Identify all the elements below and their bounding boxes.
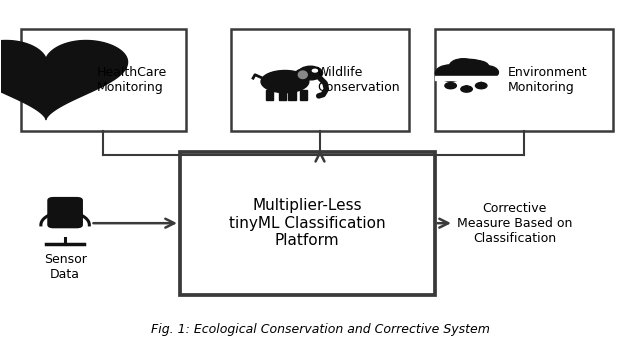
Circle shape	[461, 86, 472, 92]
Bar	[300, 90, 307, 100]
Polygon shape	[462, 86, 471, 88]
Bar	[180, 151, 435, 295]
Text: Environment
Monitoring: Environment Monitoring	[508, 66, 588, 94]
Circle shape	[451, 60, 489, 80]
Bar	[435, 29, 613, 131]
Bar	[435, 76, 505, 80]
Bar	[20, 29, 186, 131]
Circle shape	[449, 59, 477, 74]
Ellipse shape	[298, 71, 307, 78]
Bar	[266, 90, 273, 100]
Circle shape	[435, 65, 466, 81]
Text: HealthCare
Monitoring: HealthCare Monitoring	[97, 66, 167, 94]
Text: Multiplier-Less
tinyML Classification
Platform: Multiplier-Less tinyML Classification Pl…	[229, 198, 385, 248]
Text: Wildlife
Conservation: Wildlife Conservation	[317, 66, 399, 94]
Polygon shape	[0, 41, 127, 119]
Circle shape	[476, 83, 487, 89]
Text: Fig. 1: Ecological Conservation and Corrective System: Fig. 1: Ecological Conservation and Corr…	[150, 323, 490, 336]
Polygon shape	[477, 82, 486, 84]
Ellipse shape	[295, 69, 309, 80]
Circle shape	[466, 61, 489, 73]
Ellipse shape	[261, 71, 309, 93]
Text: Sensor
Data: Sensor Data	[44, 252, 86, 280]
Bar	[288, 90, 296, 100]
Circle shape	[312, 69, 317, 72]
Text: Corrective
Measure Based on
Classification: Corrective Measure Based on Classificati…	[457, 202, 572, 245]
Polygon shape	[446, 82, 455, 84]
Bar	[231, 29, 409, 131]
Ellipse shape	[298, 66, 323, 80]
Circle shape	[445, 83, 456, 89]
FancyBboxPatch shape	[47, 197, 83, 228]
Circle shape	[473, 66, 499, 79]
Bar	[278, 90, 286, 100]
